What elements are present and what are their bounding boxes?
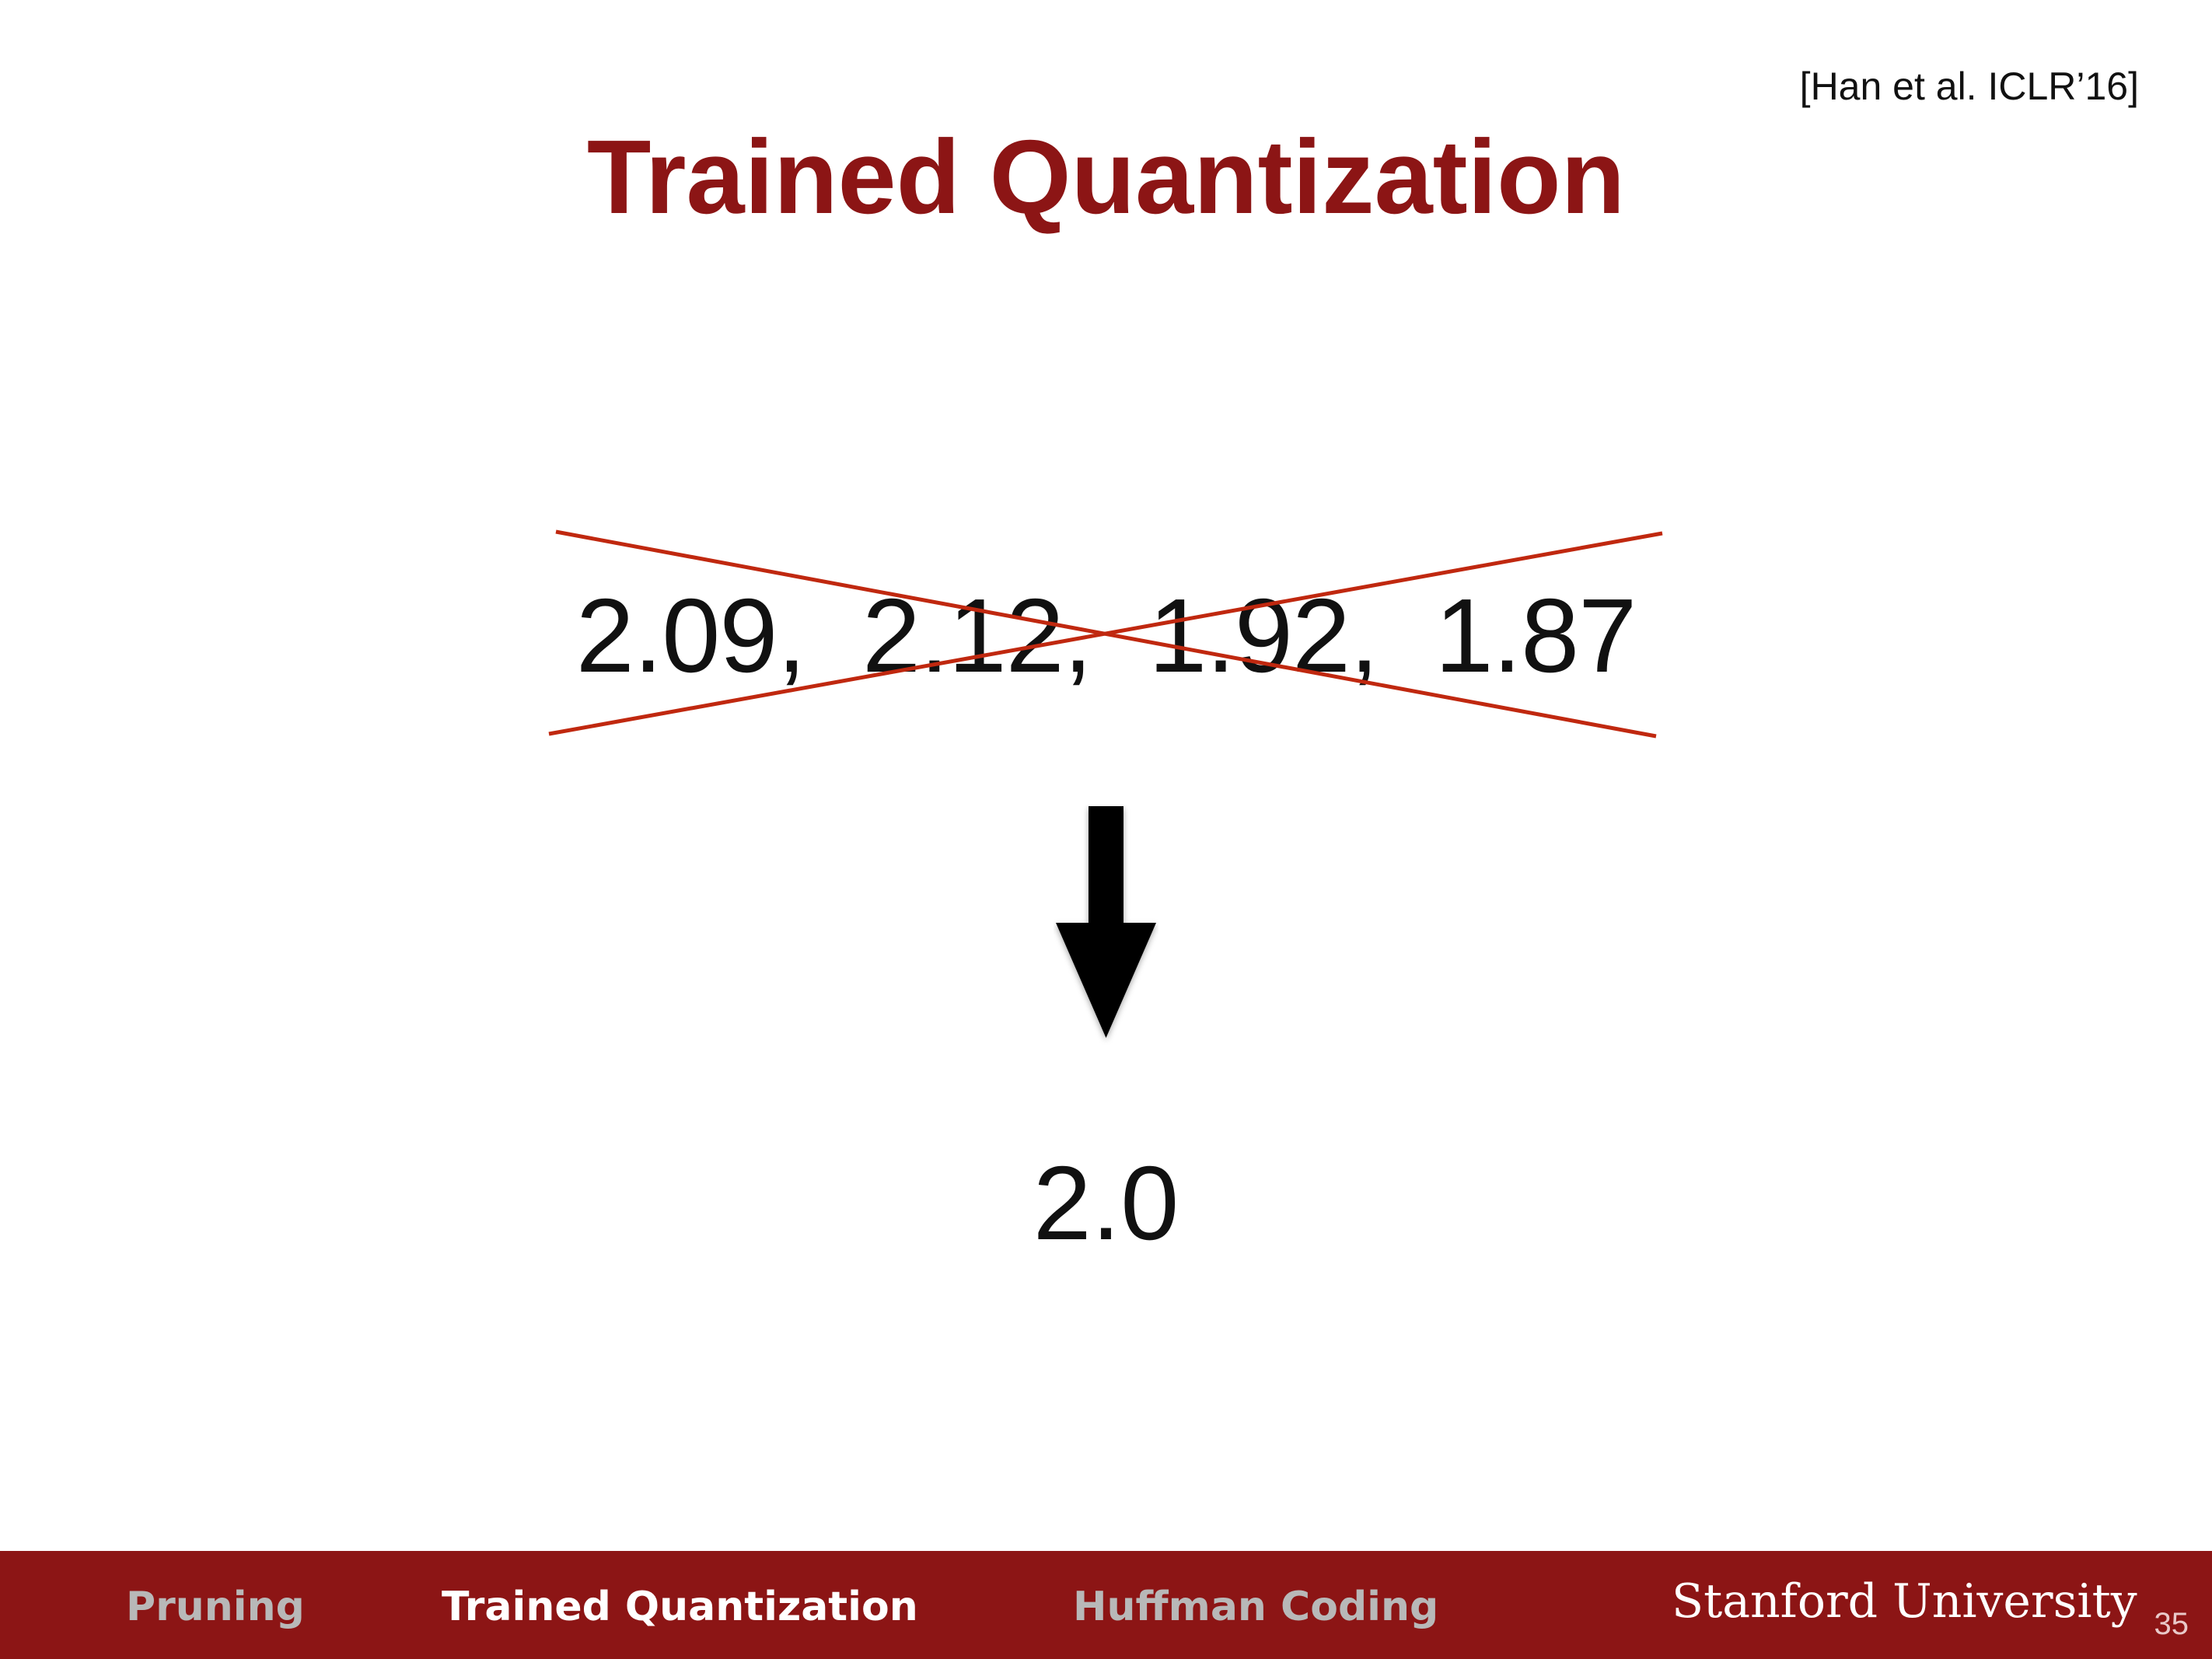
- slide-title: Trained Quantization: [586, 118, 1626, 236]
- page-number: 35: [2154, 1607, 2189, 1641]
- footer-tab-pruning: Pruning: [126, 1584, 305, 1630]
- footer-tab-huffman-coding: Huffman Coding: [1073, 1584, 1439, 1630]
- quantized-value: 2.0: [1033, 1144, 1179, 1262]
- footer-bar: Pruning Trained Quantization Huffman Cod…: [0, 1551, 2212, 1659]
- stanford-logo: Stanford University: [1672, 1574, 2137, 1629]
- citation: [Han et al. ICLR’16]: [1799, 65, 2139, 108]
- footer-tab-trained-quantization: Trained Quantization: [442, 1584, 918, 1630]
- arrow-down-icon: [1056, 806, 1156, 1038]
- weight-values: 2.09, 2.12, 1.92, 1.87: [575, 577, 1637, 694]
- weights-row: 2.09, 2.12, 1.92, 1.87: [0, 575, 2212, 696]
